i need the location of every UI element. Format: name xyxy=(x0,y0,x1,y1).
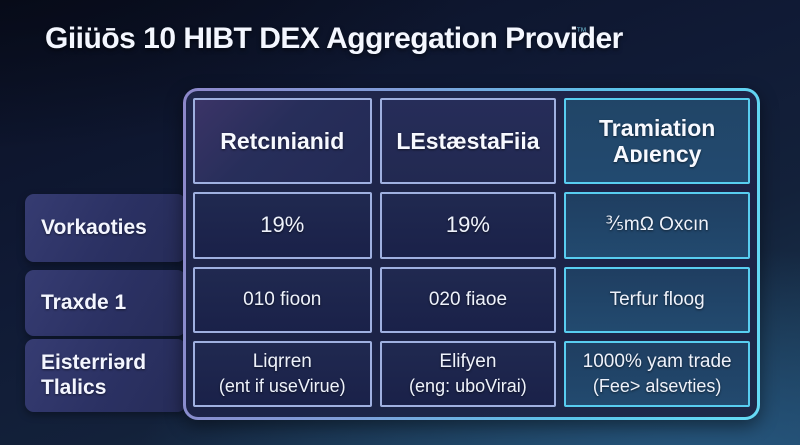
column-header-2: LEstæstaFiia xyxy=(379,98,557,184)
cell-subvalue: (eng: uboVirai) xyxy=(409,375,527,396)
cell-value: ⅗mΩ Oxcın xyxy=(605,214,709,236)
comparison-table-grid: Retcınianid LEstæstaFiia Tramiation Aᴅıe… xyxy=(186,91,757,417)
table-cell-r1c3: ⅗mΩ Oxcın xyxy=(564,192,750,259)
cell-value: 010 fioon xyxy=(243,288,322,310)
table-cell-r3c2: Elifyen (eng: uboVirai) xyxy=(379,341,557,407)
column-header-text: Tramiation Aᴅıency xyxy=(598,114,716,167)
row-label-text: Vorkaoties xyxy=(41,215,147,239)
cell-value: Liqrren xyxy=(252,350,312,372)
row-label-text: Eisterriərd Tlalics xyxy=(41,350,147,399)
row-label-eisterriard-tlalics: Eisterriərd Tlalics xyxy=(25,339,186,412)
column-header-text: LEstæstaFiia xyxy=(396,127,540,154)
cell-subvalue: (Fee> alsevties) xyxy=(592,375,722,396)
table-cell-r3c1: Liqrren (ent if useVirue) xyxy=(193,341,372,407)
row-label-vorkaoties: Vorkaoties xyxy=(25,194,186,262)
table-cell-r1c1: 19% xyxy=(193,192,372,259)
column-header-3: Tramiation Aᴅıency xyxy=(564,98,750,184)
table-cell-r2c2: 020 fiaoe xyxy=(379,267,557,333)
row-label-traxde-1: Traxde 1 xyxy=(25,270,186,336)
table-cell-r2c3: Terfur floog xyxy=(564,267,750,333)
column-header-1: Retcınianid xyxy=(193,98,372,184)
cell-value: 1000% yam trade xyxy=(582,350,732,372)
cell-value: Terfur floog xyxy=(609,288,705,310)
cell-value: Elifyen xyxy=(439,350,497,372)
comparison-table: Retcınianid LEstæstaFiia Tramiation Aᴅıe… xyxy=(183,88,760,420)
cell-value: 19% xyxy=(260,212,305,238)
table-cell-r1c2: 19% xyxy=(379,192,557,259)
cell-subvalue: (ent if useVirue) xyxy=(218,375,346,396)
table-cell-r3c3: 1000% yam trade (Fee> alsevties) xyxy=(564,341,750,407)
table-cell-r2c1: 010 fioon xyxy=(193,267,372,333)
page-title: Giiüōs 10 HIBT DEX Aggregation Provider xyxy=(45,22,623,55)
cell-value: 19% xyxy=(445,212,490,238)
row-label-text: Traxde 1 xyxy=(41,290,127,314)
trademark-mark: ™ xyxy=(576,26,587,38)
column-header-text: Retcınianid xyxy=(220,127,345,154)
cell-value: 020 fiaoe xyxy=(428,288,508,310)
